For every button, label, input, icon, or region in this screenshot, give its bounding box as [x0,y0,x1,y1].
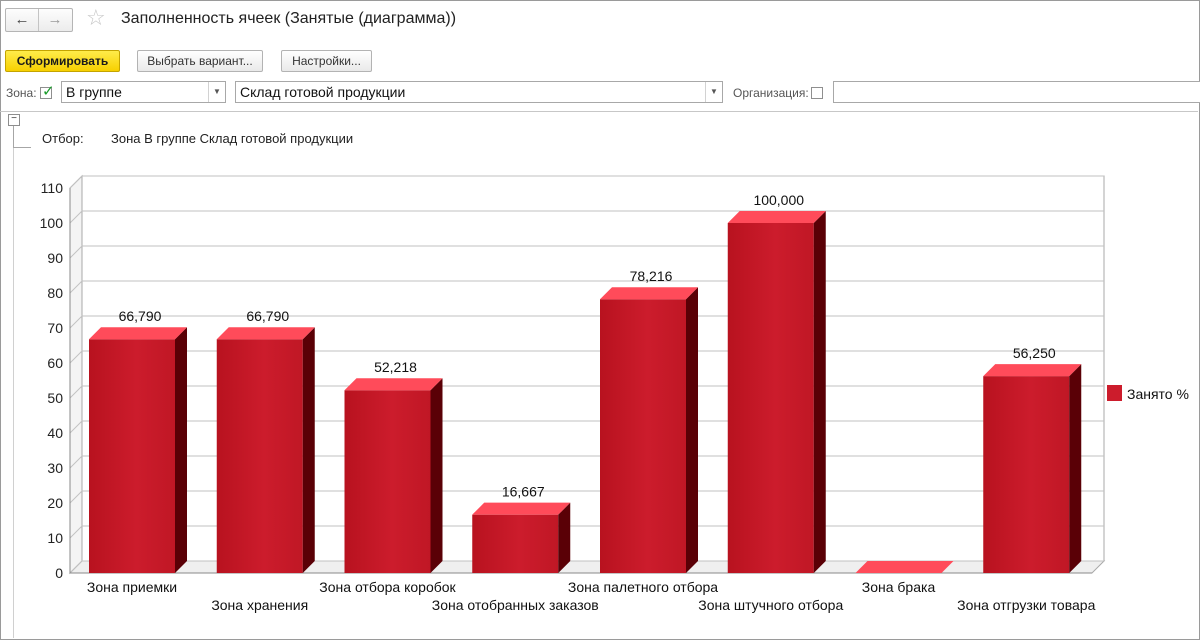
data-label: 66,790 [246,308,289,324]
filter-text: Зона В группе Склад готовой продукции [111,131,354,146]
bar-top [600,287,698,300]
organization-label: Организация: [733,86,809,100]
x-category-label: Зона приемки [87,579,177,595]
organization-input[interactable] [833,81,1200,103]
organization-checkbox[interactable] [811,87,823,99]
check-icon: ✓ [42,83,55,100]
y-tick-label: 50 [47,390,63,406]
bar-group: 16,667 Зона отобранных заказов [432,484,599,613]
bar-top [216,327,315,340]
data-label: 16,667 [502,484,545,500]
star-icon[interactable]: ☆ [86,5,106,30]
zone-checkbox[interactable]: ✓ [40,83,55,100]
bar-side [1069,364,1082,573]
bar-group: Зона брака [855,561,954,595]
zone-label: Зона: [6,86,37,100]
bar-side [430,378,443,573]
zone-value: Склад готовой продукции [240,84,406,100]
data-label: 78,216 [630,268,673,284]
bar-side [686,287,698,573]
bar [472,514,559,573]
tree-line [13,126,14,148]
data-label: 66,790 [119,308,162,324]
bar-group: 78,216 Зона палетного отбора [568,268,718,595]
chart-left-wall [69,174,83,575]
bar-top [472,502,571,515]
x-category-label: Зона хранения [211,597,308,613]
bar-top [855,561,954,573]
y-tick-label: 80 [47,285,63,301]
bar-top [344,378,443,391]
navigation-group: ← → [5,8,73,32]
y-tick-label: 100 [40,215,64,231]
bar-side [813,211,826,573]
chevron-down-icon[interactable]: ▼ [705,82,722,102]
back-button[interactable]: ← [6,9,39,31]
choose-variant-button[interactable]: Выбрать вариант... [137,50,263,72]
y-tick-label: 70 [47,320,63,336]
y-tick-label: 30 [47,460,63,476]
data-label: 52,218 [374,359,417,375]
occupancy-bar-chart: 0 10 20 30 40 50 60 70 80 90 100 110 66,790 Зона прие… [40,174,1189,613]
filter-caption: Отбор: [42,131,84,146]
bar [89,339,175,573]
data-label: 100,000 [753,192,804,208]
bar-side [558,502,571,573]
bar [216,339,303,573]
y-tick-label: 90 [47,250,63,266]
legend-swatch [1107,385,1122,401]
bar-group: 52,218 Зона отбора коробок [319,359,456,595]
tree-line [13,147,31,148]
x-category-label: Зона отгрузки товара [957,597,1095,613]
zone-value-select[interactable]: Склад готовой продукции ▼ [235,81,723,103]
bar-group: 56,250 Зона отгрузки товара [957,345,1095,613]
tree-line [13,148,14,638]
bar-group: 66,790 Зона хранения [211,308,315,613]
gridline [69,175,1104,189]
bar-top [89,327,187,340]
page-title: Заполненность ячеек (Занятые (диаграмма)… [121,10,457,27]
x-category-label: Зона штучного отбора [698,597,843,613]
y-tick-label: 20 [47,495,63,511]
zone-condition-value: В группе [66,84,122,100]
bar-group: 66,790 Зона приемки [87,308,187,595]
bar-side [302,327,315,573]
collapse-icon[interactable]: − [8,114,20,126]
data-label: 56,250 [1013,345,1056,361]
bar-top [983,364,1082,377]
bar-side [175,327,187,573]
generate-button[interactable]: Сформировать [5,50,120,72]
zone-condition-select[interactable]: В группе ▼ [61,81,226,103]
y-tick-label: 10 [47,530,63,546]
bar [983,376,1070,573]
bar [344,390,431,573]
x-category-label: Зона отобранных заказов [432,597,599,613]
bar [727,223,814,573]
chevron-down-icon[interactable]: ▼ [208,82,225,102]
y-tick-label: 60 [47,355,63,371]
y-tick-label: 110 [41,180,64,196]
x-category-label: Зона брака [862,579,936,595]
forward-button[interactable]: → [47,11,63,28]
x-category-label: Зона палетного отбора [568,579,718,595]
y-tick-label: 0 [55,565,63,581]
bar-group: 100,000 Зона штучного отбора [698,192,843,613]
settings-button[interactable]: Настройки... [281,50,372,72]
x-category-label: Зона отбора коробок [319,579,456,595]
bar [600,299,686,573]
bar-top [727,211,826,223]
report-divider [0,111,1198,112]
legend-label: Занято % [1127,386,1189,402]
y-tick-label: 40 [47,425,63,441]
